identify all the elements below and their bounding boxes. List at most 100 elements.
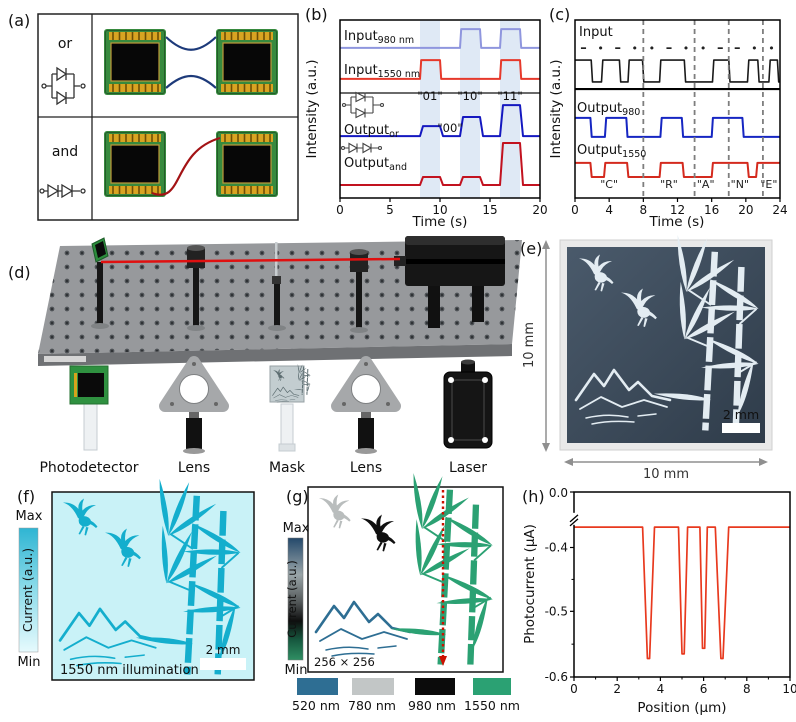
series-label-output-or: Outputor: [344, 123, 399, 140]
svg-text:•: •: [597, 42, 604, 55]
panel-a-label: (a): [8, 11, 30, 30]
legend-swatch-980nm: [415, 678, 455, 695]
svg-text:12: 12: [670, 203, 685, 217]
svg-text:5: 5: [386, 203, 394, 217]
or-circuit-icon-small: [341, 91, 385, 119]
svg-text:–: –: [666, 41, 673, 56]
height-dimension-arrow: [542, 240, 550, 452]
svg-text:4: 4: [605, 203, 613, 217]
svg-text:0: 0: [571, 203, 579, 217]
panel-b-y-axis-title: Intensity (a.u.): [304, 60, 320, 159]
lens-on-post-1: [187, 245, 205, 331]
height-dimension-label: 10 mm: [522, 322, 537, 368]
panel-b-label: (b): [305, 5, 328, 24]
laser-beam: [100, 257, 401, 264]
bit-annotation-01: "01": [417, 89, 442, 103]
and-circuit-icon-small: [340, 142, 383, 154]
and-wire: [151, 136, 221, 196]
legend-swatch-520nm: [297, 678, 338, 695]
laser-component: [443, 359, 493, 449]
and-circuit-icon: [39, 183, 86, 199]
svg-text:•: •: [683, 42, 690, 55]
bit-annotation-11: "11": [497, 89, 522, 103]
scalebar: [200, 658, 246, 670]
or-circuit-icon: [41, 66, 86, 106]
colorbar-min-label: Min: [284, 663, 307, 678]
svg-text:"N": "N": [731, 178, 749, 191]
panel-h-x-axis-title: Position (µm): [637, 700, 726, 716]
panel-g-multiwavelength-scan: (g) Max Current (a.u.) Min 256 × 256 520…: [283, 482, 520, 713]
svg-text:10: 10: [432, 203, 447, 217]
svg-text:•: •: [768, 42, 775, 55]
colorbar-min-label: Min: [17, 655, 40, 670]
legend-swatch-780nm: [352, 678, 394, 695]
svg-text:0: 0: [336, 203, 344, 217]
ytick--0.6: -0.6: [545, 670, 568, 684]
series-label-input-1550: Input1550 nm: [344, 63, 420, 80]
and-chip-pair-photo: [103, 130, 279, 198]
svg-text:15: 15: [482, 203, 497, 217]
laser-on-table: [394, 236, 505, 328]
photodetector-component: [69, 365, 109, 451]
series-label-input: Input: [579, 25, 613, 40]
svg-text:10: 10: [782, 682, 796, 696]
legend-label-520nm: 520 nm: [292, 698, 340, 713]
lens-on-post-2: [350, 249, 368, 333]
ytick--0.5: -0.5: [545, 605, 568, 619]
mask-component: [269, 364, 313, 452]
svg-text:–: –: [734, 41, 741, 56]
panel-c-morse-waveforms: – • – • • – • • – – • •"C" "R" "A" "N" "E" 0 4 8 12 16 20 24 …: [548, 5, 788, 230]
svg-text:4: 4: [657, 682, 665, 696]
ytick-0.0: 0.0: [549, 486, 568, 500]
legend-label-980nm: 980 nm: [408, 698, 456, 713]
panel-h-label: (h): [522, 487, 545, 506]
colorbar: [287, 537, 304, 661]
svg-text:–: –: [614, 41, 621, 56]
breadboard-brand-sticker: [44, 356, 86, 362]
svg-text:"A": "A": [697, 178, 715, 191]
series-label-input-980: Input980 nm: [344, 29, 414, 46]
ytick--0.4: -0.4: [545, 541, 568, 555]
series-label-output-and: Outputand: [344, 156, 407, 173]
panel-f-label: (f): [17, 487, 35, 506]
scalebar: [722, 423, 760, 433]
svg-text:2: 2: [613, 682, 621, 696]
svg-text:•: •: [751, 42, 758, 55]
colorbar: [18, 527, 39, 653]
panel-e-mask-photo: (e) 2 mm 10 mm 10 mm: [520, 232, 796, 482]
lens-component-1: [159, 356, 229, 454]
legend-swatch-1550nm: [473, 678, 511, 695]
svg-text:"E": "E": [760, 178, 777, 191]
component-label-lens-1: Lens: [178, 460, 210, 476]
panel-h-y-axis-title: Photocurrent (µA): [522, 524, 538, 644]
or-wire-top: [165, 36, 217, 51]
svg-text:–: –: [580, 41, 587, 56]
and-gate-label: and: [52, 144, 78, 160]
scalebar-label: 2 mm: [723, 407, 759, 422]
svg-text:24: 24: [772, 203, 787, 217]
component-label-photodetector: Photodetector: [39, 460, 138, 476]
legend-label-1550nm: 1550 nm: [464, 698, 520, 713]
colorbar-title: Current (a.u.): [20, 548, 35, 632]
svg-text:8: 8: [640, 203, 648, 217]
bit-annotation-00: "00": [437, 121, 462, 135]
panel-f-1550nm-scan: (f) Max Current (a.u.) Min 2 mm 1550 nm …: [16, 482, 288, 681]
panel-b-x-axis-title: Time (s): [412, 214, 468, 230]
legend-label-780nm: 780 nm: [348, 698, 396, 713]
panel-a-logic-schematic: (a) or and: [8, 11, 299, 221]
panel-e-label: (e): [520, 239, 542, 258]
width-dimension-arrow: [564, 458, 768, 466]
svg-text:–: –: [717, 41, 724, 56]
colorbar-title: Current (a.u.): [285, 560, 299, 637]
svg-text:"C": "C": [600, 178, 618, 191]
panel-g-label: (g): [286, 487, 309, 506]
panel-d-optical-setup: (d): [8, 236, 522, 476]
lens-component-2: [331, 356, 401, 454]
or-gate-label: or: [58, 36, 73, 52]
component-label-laser: Laser: [449, 460, 487, 476]
colorbar-max-label: Max: [283, 521, 310, 536]
panel-h-photocurrent-plot: 0 2 4 6 8 10 (h) Photocurrent (µA) Position (…: [522, 486, 796, 716]
or-wire-bottom: [165, 74, 217, 89]
series-label-output-980: Output980: [577, 101, 640, 118]
